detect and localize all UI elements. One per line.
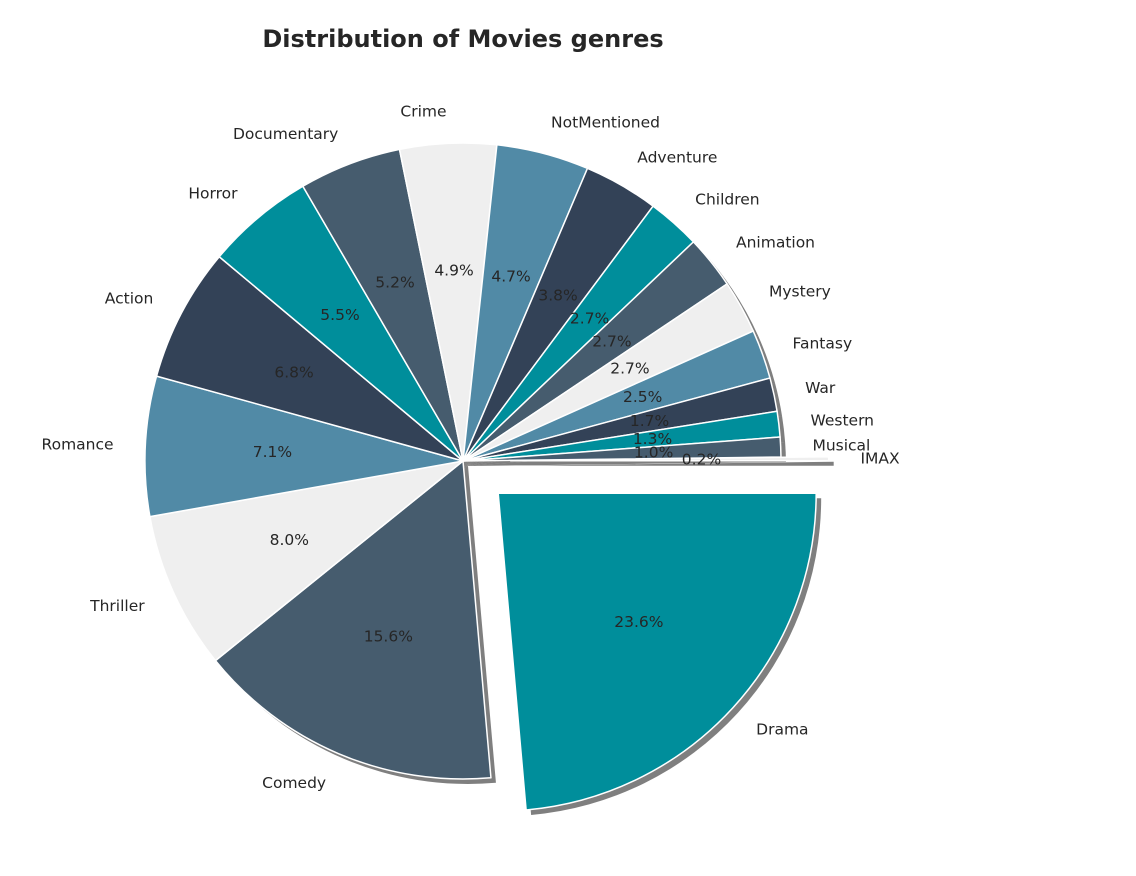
slice-label-notmentioned: NotMentioned [551, 113, 660, 131]
slice-percent-comedy: 15.6% [364, 628, 413, 646]
slice-label-crime: Crime [400, 103, 446, 121]
slice-percent-adventure: 3.8% [538, 287, 577, 305]
slice-label-animation: Animation [736, 233, 815, 251]
slice-percent-notmentioned: 4.7% [491, 267, 530, 285]
slice-label-mystery: Mystery [769, 283, 831, 301]
slice-label-war: War [805, 379, 836, 397]
slice-label-musical: Musical [812, 437, 870, 455]
slice-percent-animation: 2.7% [592, 333, 631, 351]
slice-percent-mystery: 2.7% [610, 360, 649, 378]
slice-percent-western: 1.3% [633, 430, 672, 448]
slice-romance [144, 375, 464, 518]
slice-percent-children: 2.7% [570, 309, 609, 327]
slice-drama [497, 492, 817, 811]
slice-percent-horror: 5.5% [320, 306, 359, 324]
slice-label-romance: Romance [42, 436, 114, 454]
slice-imax [509, 455, 830, 462]
slice-label-imax: IMAX [860, 450, 900, 468]
percent-labels: 23.6% 15.6% 8.0% 7.1% 6.8% 5.5% 5.2% 4.9% 4.7% 3.… [253, 261, 721, 645]
chart-title: Distribution of Movies genres [262, 25, 663, 53]
slice-percent-action: 6.8% [274, 363, 313, 381]
slice-label-fantasy: Fantasy [792, 335, 852, 353]
slice-action [155, 256, 464, 462]
slice-percent-musical: 1.0% [634, 444, 673, 462]
slice-percent-romance: 7.1% [253, 443, 292, 461]
slice-percent-war: 1.7% [630, 412, 669, 430]
slice-shadow-imax [515, 461, 834, 466]
slice-label-western: Western [810, 411, 874, 429]
slice-percent-drama: 23.6% [614, 613, 663, 631]
slice-label-thriller: Thriller [89, 597, 145, 615]
slice-thriller [149, 460, 464, 662]
slice-label-children: Children [695, 190, 760, 208]
slice-percent-documentary: 5.2% [375, 274, 414, 292]
slice-comedy [214, 460, 492, 780]
slice-label-comedy: Comedy [262, 774, 326, 792]
slice-percent-thriller: 8.0% [270, 531, 309, 549]
slice-percent-imax: 0.2% [682, 451, 721, 469]
slice-label-adventure: Adventure [637, 149, 717, 167]
slice-labels: Drama Comedy Thriller Romance Action Horror Do… [42, 103, 900, 792]
slice-label-drama: Drama [756, 720, 808, 738]
slice-label-action: Action [105, 289, 154, 307]
pie-slices [144, 142, 830, 811]
slice-percent-fantasy: 2.5% [623, 388, 662, 406]
slice-label-documentary: Documentary [233, 125, 338, 143]
slice-label-horror: Horror [188, 185, 238, 203]
slice-percent-crime: 4.9% [434, 261, 473, 279]
